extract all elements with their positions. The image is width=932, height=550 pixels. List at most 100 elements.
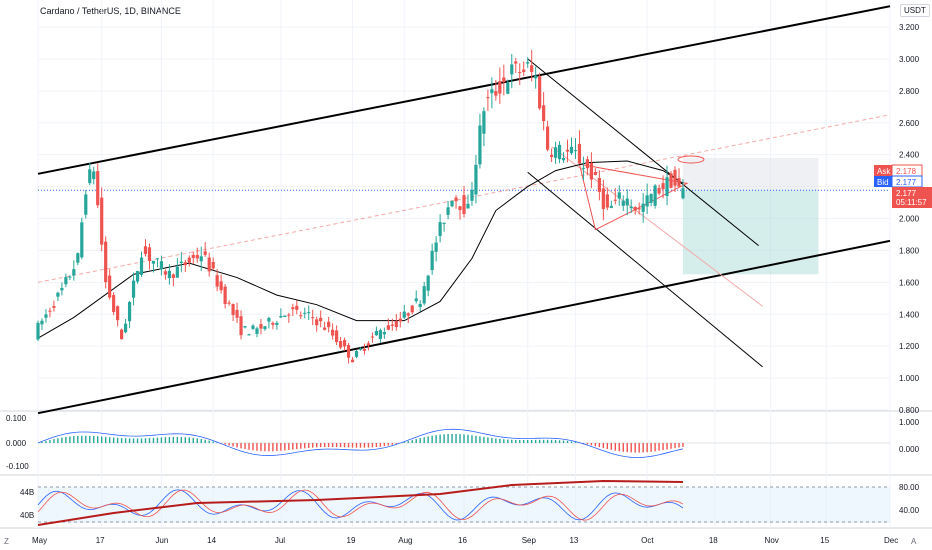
candle-body [259,324,263,329]
candle-body [159,261,164,270]
candle-body [36,322,40,340]
candle-body [48,310,52,312]
candle-body [227,302,231,304]
ask-tag: Ask [877,167,891,176]
candle-body [438,222,442,237]
candle-body [362,349,367,351]
candle-body [557,144,562,160]
macd-left-tick: 0.100 [6,414,27,423]
candle-body [123,323,128,333]
candle-body [522,69,526,73]
candle-body [621,200,625,206]
candle-body [331,329,335,336]
candle-body [303,312,307,314]
candle-body [287,314,291,316]
candle-body [64,277,68,285]
candle-body [398,318,402,322]
currency-button[interactable]: USDT [900,4,930,17]
time-tick-label: 15 [820,536,829,545]
candle-body [267,317,271,322]
candle-body [263,326,267,330]
candle-body [295,305,299,310]
candle-body [147,247,152,261]
candle-body [637,208,641,210]
candle-body [235,309,239,318]
time-tick-label: Nov [765,536,779,545]
candle-body [40,320,44,325]
macd-left-tick: 0.000 [6,439,27,448]
candle-body [426,275,430,291]
bid-value: 2.177 [896,178,917,187]
candle-body [386,325,390,330]
candle-body [327,321,331,328]
price-tick-label: 1.400 [899,310,920,319]
candle-body [394,320,398,328]
candle-body [546,126,550,150]
triangle-pattern [578,163,689,231]
ask-value: 2.178 [896,167,917,176]
candle-body [581,167,586,169]
candle-body [120,329,124,340]
candle-body [478,125,482,165]
price-tick-label: 1.600 [899,278,920,287]
stoch-right-tick: 80.00 [899,483,920,492]
candle-body [243,326,247,328]
price-tick-label: 2.400 [899,151,920,160]
stop-zone [682,157,819,191]
candle-body [597,177,601,192]
candle-body [72,269,76,276]
candle-body [358,348,363,350]
candle-body [171,274,175,278]
candle-body [342,339,347,347]
candle-body [127,301,132,322]
candle-body [283,315,287,317]
stoch-k-line [37,489,684,521]
auto-scale-toggle[interactable]: A [911,537,917,546]
channel-upper-line [37,5,891,175]
candle-body [486,97,490,99]
candle-body [569,146,574,154]
candle-body [430,250,434,271]
candle-body [549,154,554,157]
candle-body [410,305,414,313]
macd-right-tick: 0.000 [899,445,920,454]
last-price: 2.177 [896,189,917,198]
candle-body [96,171,100,206]
candle-body [534,75,538,79]
candle-body [653,185,657,206]
candle-body [402,311,406,318]
candle-body [418,303,422,308]
stoch-band [38,487,890,523]
candle-body [203,251,207,255]
last-price-box [892,187,932,208]
candle-body [179,261,183,263]
candle-body [450,201,454,207]
candle-body [494,91,498,96]
candle-body [605,194,609,208]
candle-body [247,334,251,336]
candle-body [625,198,629,206]
candle-body [251,325,255,329]
candle-body [510,64,514,75]
candle-body [482,111,486,134]
timezone-toggle[interactable]: Z [4,537,9,546]
candle-body [434,242,438,252]
downtrend-mid-line [551,146,763,307]
candle-body [167,270,171,279]
candle-body [199,256,203,262]
indicators [37,428,890,526]
candle-body [561,157,566,161]
candle-body [307,312,311,314]
time-tick-label: Jun [155,536,168,545]
candle-body [498,81,502,94]
candle-body [223,286,227,304]
candle-body [378,330,382,339]
candle-body [414,298,418,302]
candle-body [350,359,355,363]
candle-body [346,345,351,358]
time-tick-label: Jul [275,536,285,545]
candle-body [151,260,156,264]
candle-body [669,173,673,188]
candle-body [319,317,323,322]
